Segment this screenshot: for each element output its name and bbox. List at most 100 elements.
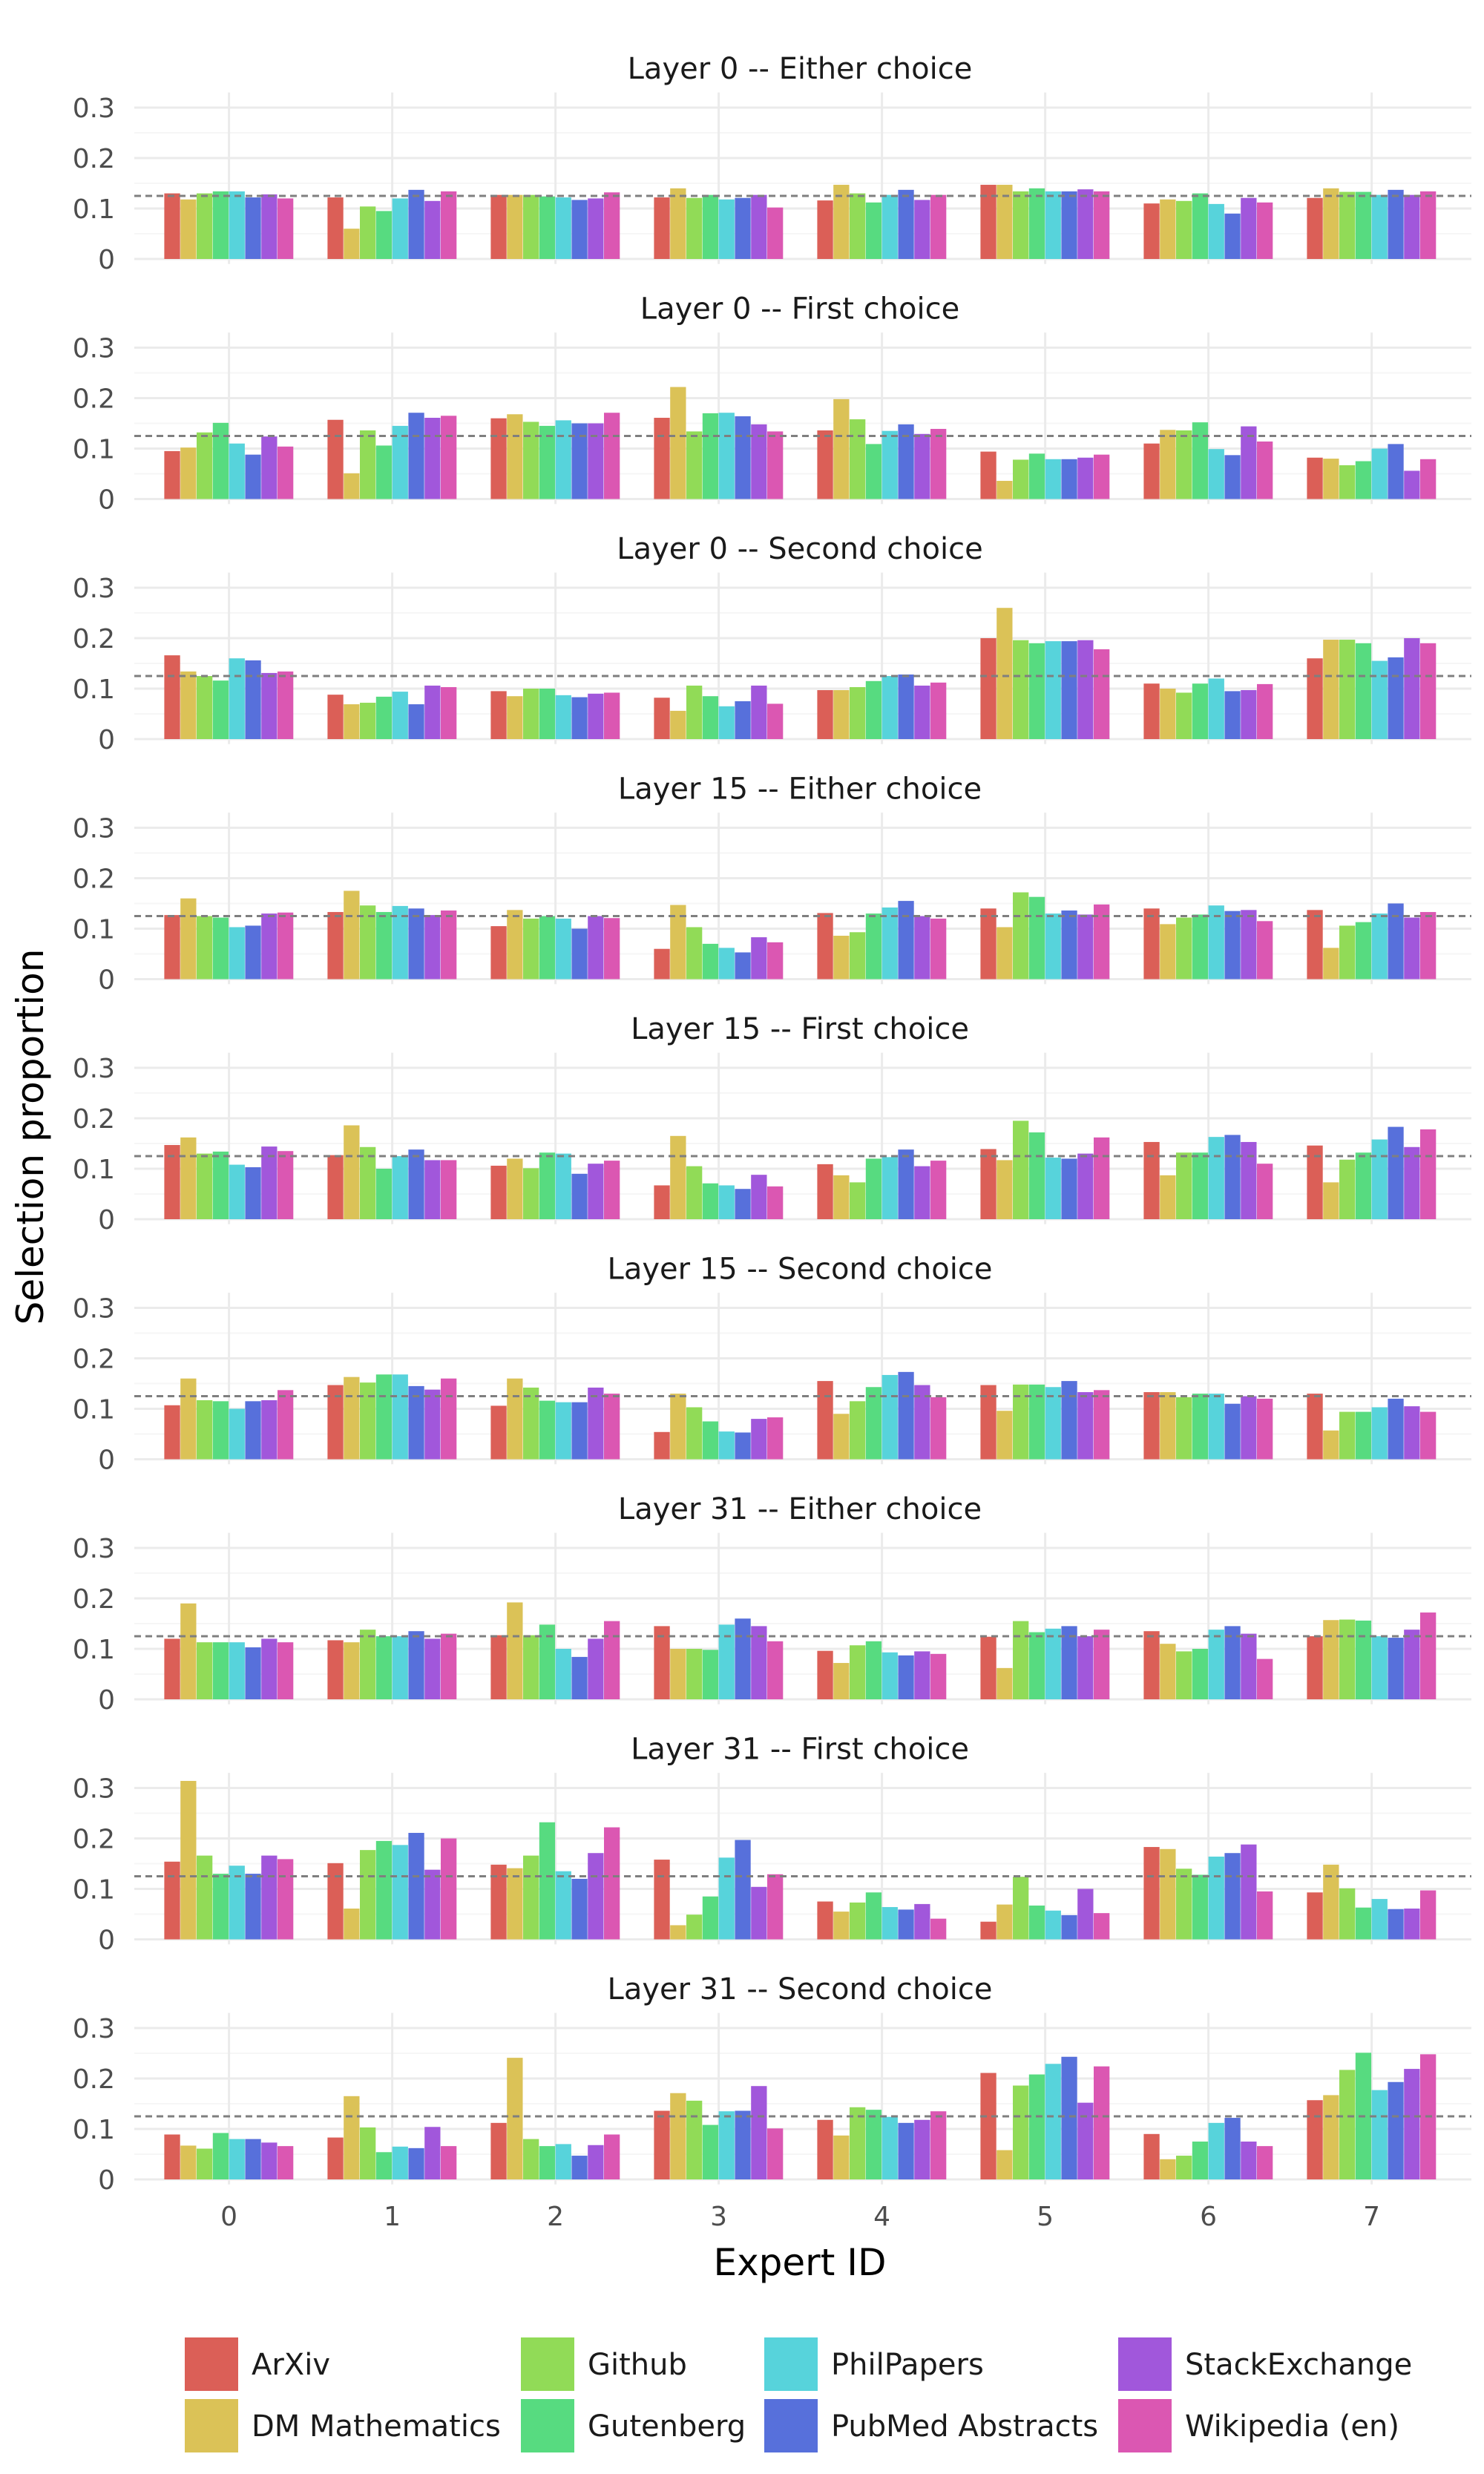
bar-expert-6-philpapers bbox=[1208, 2122, 1224, 2179]
bar-expert-1-dm-mathematics bbox=[344, 1125, 360, 1219]
bar-expert-7-philpapers bbox=[1371, 1139, 1388, 1219]
bar-expert-6-arxiv bbox=[1143, 1847, 1160, 1940]
bar-expert-4-wikipedia-en bbox=[930, 918, 947, 980]
bar-expert-5-pubmed-abstracts bbox=[1061, 1158, 1077, 1219]
bar-expert-4-github bbox=[850, 2107, 866, 2179]
bar-expert-3-stackexchange bbox=[751, 1419, 767, 1460]
bar-expert-1-github bbox=[360, 1382, 376, 1460]
bar-expert-2-github bbox=[523, 2139, 539, 2179]
bar-expert-7-pubmed-abstracts bbox=[1388, 189, 1404, 259]
bar-expert-3-wikipedia-en bbox=[767, 703, 784, 739]
legend-item: PhilPapers bbox=[764, 2337, 984, 2391]
bar-expert-7-stackexchange bbox=[1404, 1630, 1420, 1699]
bar-expert-5-philpapers bbox=[1045, 1910, 1061, 1940]
bar-expert-3-github bbox=[686, 2100, 703, 2179]
bar-expert-4-philpapers bbox=[881, 1906, 898, 1940]
y-tick-label: 0.1 bbox=[73, 1155, 115, 1185]
bar-expert-2-gutenberg bbox=[539, 2146, 556, 2179]
bar-expert-3-arxiv bbox=[654, 197, 670, 259]
bar-expert-6-arxiv bbox=[1143, 1141, 1160, 1219]
bar-expert-2-stackexchange bbox=[588, 1387, 604, 1460]
bar-expert-0-gutenberg bbox=[212, 917, 229, 980]
bar-expert-7-philpapers bbox=[1371, 194, 1388, 259]
bar-expert-0-gutenberg bbox=[212, 1401, 229, 1460]
bar-expert-4-stackexchange bbox=[914, 1385, 930, 1460]
bar-expert-2-stackexchange bbox=[588, 1853, 604, 1940]
panel-title: Layer 31 -- First choice bbox=[631, 1733, 969, 1767]
bar-expert-4-wikipedia-en bbox=[930, 194, 947, 259]
bar-expert-3-philpapers bbox=[718, 199, 735, 259]
bar-expert-5-gutenberg bbox=[1028, 1132, 1045, 1219]
bar-expert-7-philpapers bbox=[1371, 448, 1388, 499]
bar-expert-2-github bbox=[523, 1387, 539, 1460]
bar-expert-7-gutenberg bbox=[1355, 1152, 1372, 1219]
legend-item: Gutenberg bbox=[521, 2399, 746, 2452]
bar-expert-7-philpapers bbox=[1371, 1899, 1388, 1940]
bar-expert-1-philpapers bbox=[392, 2146, 408, 2179]
bar-expert-5-wikipedia-en bbox=[1094, 1913, 1110, 1940]
bar-expert-1-gutenberg bbox=[375, 1169, 393, 1219]
bar-expert-5-philpapers bbox=[1045, 1387, 1061, 1460]
bar-expert-0-github bbox=[197, 1642, 213, 1699]
bar-expert-6-gutenberg bbox=[1192, 1649, 1209, 1699]
bar-expert-6-gutenberg bbox=[1192, 1152, 1209, 1219]
bar-expert-4-github bbox=[850, 1645, 866, 1699]
bar-expert-4-wikipedia-en bbox=[930, 428, 947, 499]
bar-expert-1-stackexchange bbox=[424, 1389, 441, 1460]
bar-expert-6-philpapers bbox=[1208, 1137, 1224, 1219]
legend-swatch bbox=[764, 2399, 818, 2452]
bar-expert-4-wikipedia-en bbox=[930, 2111, 947, 2179]
bar-expert-3-github bbox=[686, 685, 703, 739]
bar-expert-3-dm-mathematics bbox=[670, 2093, 686, 2179]
bar-expert-0-arxiv bbox=[164, 655, 180, 739]
bar-expert-6-gutenberg bbox=[1192, 422, 1209, 499]
bar-expert-6-arxiv bbox=[1143, 2133, 1160, 2179]
bar-expert-7-pubmed-abstracts bbox=[1388, 1638, 1404, 1699]
bar-expert-1-arxiv bbox=[327, 1155, 344, 1219]
bar-expert-2-github bbox=[523, 689, 539, 739]
bar-expert-6-wikipedia-en bbox=[1257, 441, 1273, 499]
y-tick-label: 0 bbox=[98, 1446, 115, 1476]
bar-expert-5-arxiv bbox=[980, 1385, 997, 1460]
bar-expert-5-dm-mathematics bbox=[997, 481, 1013, 499]
bar-expert-0-philpapers bbox=[229, 1164, 245, 1219]
bar-expert-2-arxiv bbox=[490, 691, 507, 739]
bar-expert-3-arxiv bbox=[654, 2110, 670, 2179]
bar-expert-2-wikipedia-en bbox=[604, 192, 620, 259]
bar-expert-2-philpapers bbox=[555, 1649, 571, 1699]
bar-expert-4-stackexchange bbox=[914, 916, 930, 980]
bar-expert-0-github bbox=[197, 1400, 213, 1460]
bar-expert-7-gutenberg bbox=[1355, 1907, 1372, 1940]
bar-expert-1-wikipedia-en bbox=[441, 1378, 457, 1460]
bar-expert-2-pubmed-abstracts bbox=[571, 2156, 588, 2179]
bar-expert-3-wikipedia-en bbox=[767, 2128, 784, 2179]
bar-expert-3-stackexchange bbox=[751, 424, 767, 499]
y-tick-label: 0.1 bbox=[73, 675, 115, 705]
bar-expert-4-stackexchange bbox=[914, 200, 930, 259]
bar-expert-5-gutenberg bbox=[1028, 1632, 1045, 1699]
x-tick-label: 1 bbox=[384, 2202, 401, 2232]
bar-expert-2-arxiv bbox=[490, 1635, 507, 1699]
legend-label: PhilPapers bbox=[831, 2348, 984, 2382]
bar-expert-6-dm-mathematics bbox=[1160, 1392, 1176, 1460]
bar-expert-5-stackexchange bbox=[1077, 1153, 1094, 1219]
x-tick-label: 6 bbox=[1200, 2202, 1217, 2232]
bar-expert-6-gutenberg bbox=[1192, 1394, 1209, 1460]
bar-expert-4-gutenberg bbox=[865, 913, 882, 980]
bar-expert-3-wikipedia-en bbox=[767, 942, 784, 980]
x-tick-label: 7 bbox=[1363, 2202, 1380, 2232]
bar-expert-5-gutenberg bbox=[1028, 896, 1045, 980]
legend-item: DM Mathematics bbox=[185, 2399, 501, 2452]
bar-expert-5-github bbox=[1013, 1120, 1029, 1219]
bar-expert-3-stackexchange bbox=[751, 1886, 767, 1940]
panel-4: 0 0.1 0.2 0.3 Layer 15 -- First choice bbox=[73, 1012, 1471, 1236]
x-tick-label: 0 bbox=[220, 2202, 237, 2232]
bar-expert-5-stackexchange bbox=[1077, 1889, 1094, 1940]
bar-expert-3-philpapers bbox=[718, 2111, 735, 2179]
bar-expert-5-pubmed-abstracts bbox=[1061, 191, 1077, 259]
bar-expert-2-github bbox=[523, 194, 539, 259]
bar-expert-1-wikipedia-en bbox=[441, 1160, 457, 1219]
bar-expert-2-pubmed-abstracts bbox=[571, 928, 588, 980]
bar-expert-2-dm-mathematics bbox=[507, 1378, 523, 1460]
bar-expert-1-philpapers bbox=[392, 905, 408, 980]
